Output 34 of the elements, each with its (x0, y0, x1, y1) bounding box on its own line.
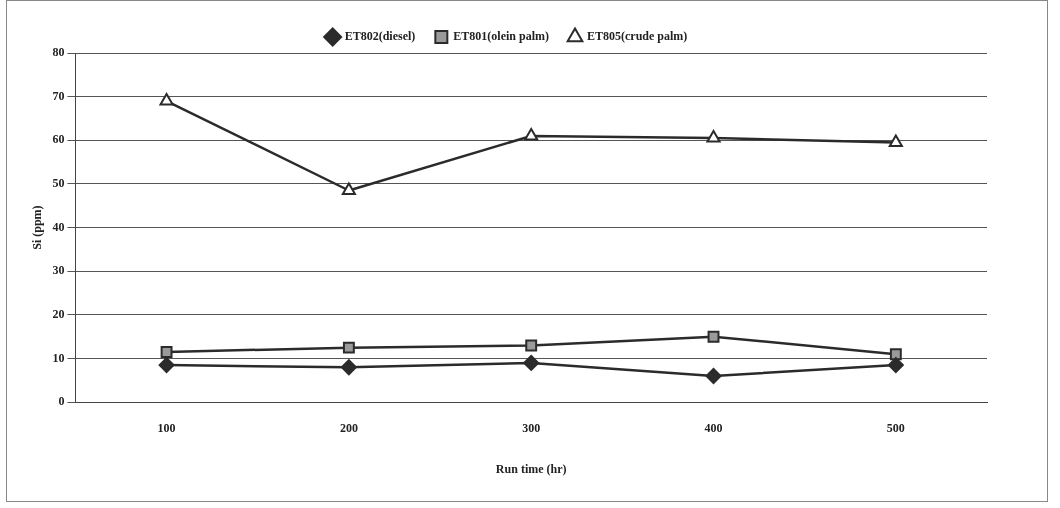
point (525, 339, 538, 352)
legend-label: ET805(crude palm) (587, 29, 688, 44)
point (160, 346, 173, 358)
legend-label: ET801(olein palm) (453, 29, 550, 44)
point (523, 354, 540, 371)
y-tick-label: 70 (52, 88, 65, 103)
point (340, 359, 357, 376)
y-tick-label: 30 (52, 263, 65, 278)
point (706, 130, 721, 143)
point (887, 357, 904, 374)
point (707, 330, 720, 343)
y-tick-label: 80 (52, 45, 65, 60)
point (341, 182, 356, 195)
point (889, 348, 902, 361)
x-tick-label: 500 (886, 421, 905, 436)
x-tick-label: 200 (339, 421, 358, 436)
y-tick-label: 40 (52, 219, 65, 234)
point (888, 134, 903, 147)
point (524, 127, 539, 141)
y-tick-label: 60 (52, 132, 65, 147)
y-tick-label: 50 (52, 176, 65, 191)
point (159, 93, 174, 106)
point (158, 357, 175, 374)
y-axis-title: Si (ppm) (30, 205, 45, 250)
point (342, 341, 355, 354)
y-tick-label: 0 (58, 394, 65, 409)
legend-label: ET802(diesel) (344, 29, 416, 44)
x-tick-label: 400 (704, 421, 723, 436)
x-tick-label: 100 (157, 421, 176, 436)
x-axis-title: Run time (hr) (495, 461, 567, 476)
y-tick-label: 20 (52, 306, 65, 321)
x-tick-label: 300 (522, 421, 541, 436)
y-tick-label: 10 (52, 350, 65, 365)
point (705, 368, 722, 385)
